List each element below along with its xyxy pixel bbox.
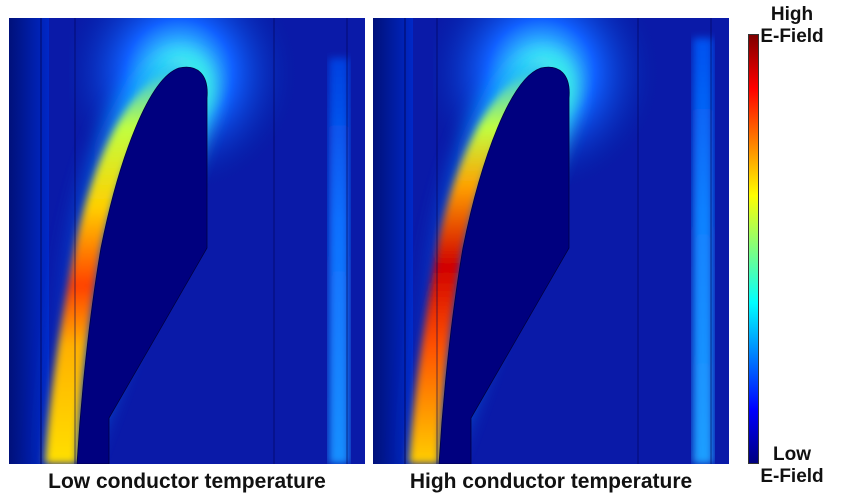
colorbar-bottom-label-line1: Low: [773, 444, 811, 465]
conductor-body: [76, 66, 208, 464]
colorbar-top-label: High E-Field: [752, 4, 832, 48]
high-field-strip: [45, 68, 184, 464]
caption-high-temp: High conductor temperature: [409, 470, 693, 493]
field-plot-low-temp-svg: [9, 18, 365, 464]
field-plot-high-temp: [373, 18, 729, 464]
ground-electrode-field: [329, 58, 349, 464]
field-plot-low-temp: [9, 18, 365, 464]
ground-electrode-field: [693, 38, 713, 464]
colorbar-bottom-label: Low E-Field: [752, 444, 832, 488]
colorbar: [748, 34, 759, 464]
caption-low-temp: Low conductor temperature: [48, 470, 326, 493]
colorbar-top-label-line1: High: [770, 4, 814, 25]
high-field-strip: [409, 68, 546, 464]
field-plot-high-temp-svg: [373, 18, 729, 464]
colorbar-top-label-line2: E-Field: [760, 26, 824, 47]
colorbar-bottom-label-line2: E-Field: [760, 466, 824, 487]
conductor-body: [438, 66, 570, 464]
